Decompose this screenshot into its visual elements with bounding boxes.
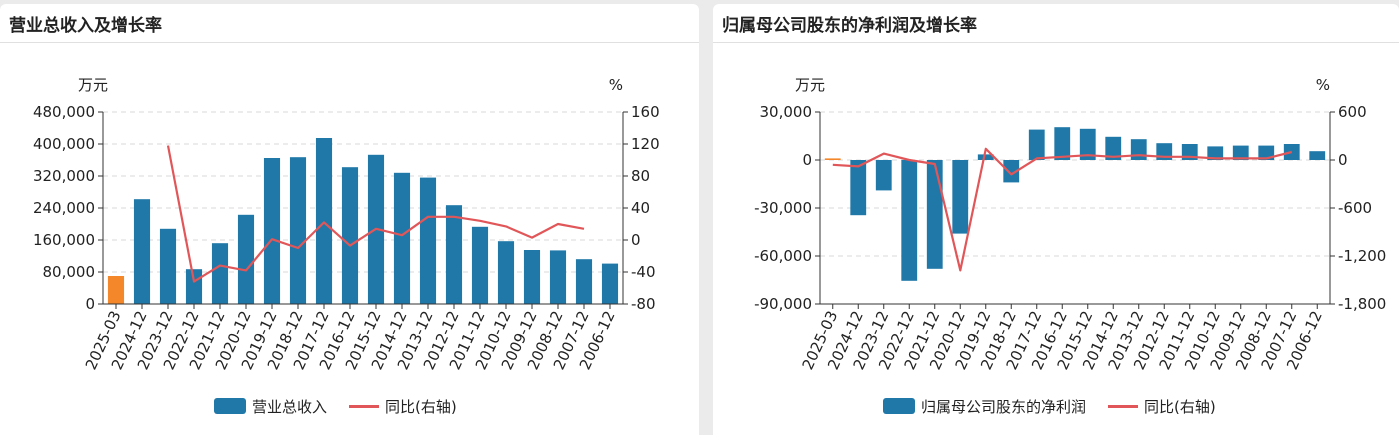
bar-2010-12 [1207,146,1224,160]
y-tick-label: 400,000 [33,135,95,153]
y2-tick-label: 160 [631,103,660,121]
bar-2011-12 [471,226,489,304]
y-tick-label: -60,000 [754,247,812,265]
bar-2019-12 [977,154,994,160]
y-tick-label: -30,000 [754,199,812,217]
growth-line [166,145,585,283]
legend-line-label[interactable]: 同比(右轴) [1144,397,1216,416]
y2-tick-label: -1,200 [1338,247,1386,265]
revenue-chart: 480,000 160 400,000 120 320,000 80 240,000 40 16… [33,76,660,373]
bar-2009-12 [523,250,541,304]
y2-tick-label: -80 [631,295,656,313]
bar-2023-12 [159,228,177,304]
y-tick-label: 80,000 [43,263,96,281]
y2-axis-unit: % [609,76,623,94]
title-divider [0,42,699,43]
bar-2010-12 [497,241,515,304]
growth-line [832,147,1293,272]
legend-bar-swatch [214,398,246,414]
y-tick-label: 160,000 [33,231,95,249]
bar-2018-12 [289,157,307,304]
y2-axis-unit: % [1316,76,1330,94]
bar-2017-12 [315,138,333,304]
legend[interactable]: 归属母公司股东的净利润 同比(右轴) [883,396,1216,416]
bar-2016-12 [1054,127,1071,160]
legend-bar-label[interactable]: 归属母公司股东的净利润 [921,397,1087,416]
bar-2021-12 [926,160,943,269]
panel-title: 归属母公司股东的净利润及增长率 [722,16,977,36]
y2-tick-label: -600 [1338,199,1372,217]
bar-2023-12 [875,160,892,191]
bar-2009-12 [1232,145,1249,160]
y2-tick-label: 600 [1338,103,1367,121]
bar-2025-03 [824,158,841,160]
bar-2007-12 [575,259,593,304]
y2-tick-label: 40 [631,199,650,217]
y2-tick-label: 80 [631,167,650,185]
bar-2024-12 [850,160,867,216]
legend[interactable]: 营业总收入 同比(右轴) [214,396,457,416]
panel-title: 营业总收入及增长率 [9,16,162,36]
y-tick-label: 0 [85,295,95,313]
title-divider [713,42,1399,43]
bar-2025-03 [107,276,125,304]
y2-tick-label: -1,800 [1338,295,1386,313]
bar-2008-12 [549,250,567,304]
net-profit-panel: 归属母公司股东的净利润及增长率 30,000 600 0 0 -30,000 -600 -6… [713,4,1399,435]
bar-2006-12 [1309,151,1326,160]
bar-2018-12 [1003,160,1020,183]
bar-2012-12 [445,205,463,304]
y2-tick-label: -40 [631,263,656,281]
legend-bar-label[interactable]: 营业总收入 [252,397,328,416]
y-tick-label: 30,000 [760,103,813,121]
bar-2021-12 [211,243,229,304]
bar-2013-12 [419,177,437,304]
y2-tick-label: 120 [631,135,660,153]
bar-2024-12 [133,199,151,304]
bar-2014-12 [393,172,411,304]
y-tick-label: 240,000 [33,199,95,217]
bar-2016-12 [341,167,359,304]
y2-tick-label: 0 [1338,151,1348,169]
bar-2014-12 [1105,136,1122,160]
y-axis-unit: 万元 [78,76,108,94]
legend-line-swatch [349,404,380,408]
bar-2013-12 [1130,139,1147,160]
y-tick-label: -90,000 [754,295,812,313]
bar-2020-12 [952,160,969,234]
y-axis-unit: 万元 [795,76,825,94]
y2-tick-label: 0 [631,231,641,249]
legend-line-label[interactable]: 同比(右轴) [385,397,457,416]
bar-2006-12 [601,263,619,304]
y-tick-label: 320,000 [33,167,95,185]
legend-bar-swatch [883,398,915,414]
bar-2022-12 [901,160,918,281]
revenue-panel: 营业总收入及增长率 480,000 160 400,000 120 320,000 80 2… [0,4,699,435]
y-tick-label: 480,000 [33,103,95,121]
bar-2019-12 [263,158,281,304]
legend-line-swatch [1108,404,1139,408]
y-tick-label: 0 [802,151,812,169]
bar-2022-12 [185,269,203,304]
net-profit-chart: 30,000 600 0 0 -30,000 -600 -60,000 -1,200 -90,0… [754,76,1386,373]
bar-2015-12 [1079,128,1096,160]
bar-2020-12 [237,214,255,304]
bar-2017-12 [1028,129,1045,160]
